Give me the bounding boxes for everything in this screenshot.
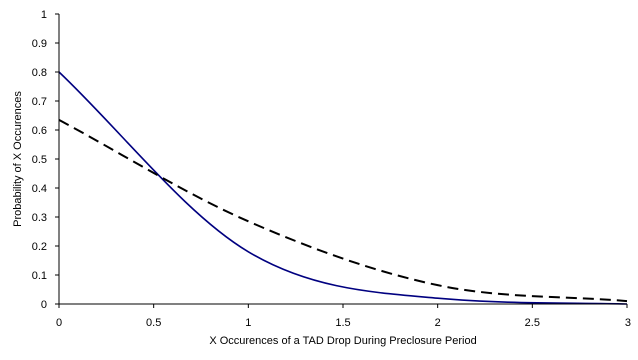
y-axis-title: Probability of X Occurences — [12, 91, 24, 227]
dashed-series-line — [58, 118, 628, 303]
x-tick-label: 1 — [245, 317, 251, 329]
y-tick-label: 0.5 — [32, 154, 47, 166]
y-tick-label: 1 — [41, 9, 47, 21]
y-tick-label: 0.8 — [32, 67, 47, 79]
x-axis-title: X Occurences of a TAD Drop During Preclo… — [209, 335, 476, 347]
y-tick-label: 0.2 — [32, 241, 47, 253]
x-tick-label: 1.5 — [335, 317, 350, 329]
solid-series-line — [58, 71, 628, 305]
y-tick-label: 0.3 — [32, 212, 47, 224]
x-tick-label: 2.5 — [525, 317, 540, 329]
x-tick-label: 0.5 — [146, 317, 161, 329]
y-tick-label: 0.7 — [32, 96, 47, 108]
y-axis-ticks: 0 0.1 0.2 0.3 0.4 0.5 0.6 0.7 0.8 0.9 1 — [32, 9, 59, 311]
x-tick-label: 3 — [625, 317, 631, 329]
y-tick-label: 0.4 — [32, 183, 47, 195]
series-layer — [58, 71, 628, 305]
x-axis-ticks: 0 0.5 1 1.5 2 2.5 3 — [56, 304, 631, 329]
y-tick-label: 0.1 — [32, 270, 47, 282]
y-tick-label: 0.9 — [32, 38, 47, 50]
x-tick-label: 2 — [435, 317, 441, 329]
x-tick-label: 0 — [56, 317, 62, 329]
y-tick-label: 0 — [41, 299, 47, 311]
y-tick-label: 0.6 — [32, 125, 47, 137]
